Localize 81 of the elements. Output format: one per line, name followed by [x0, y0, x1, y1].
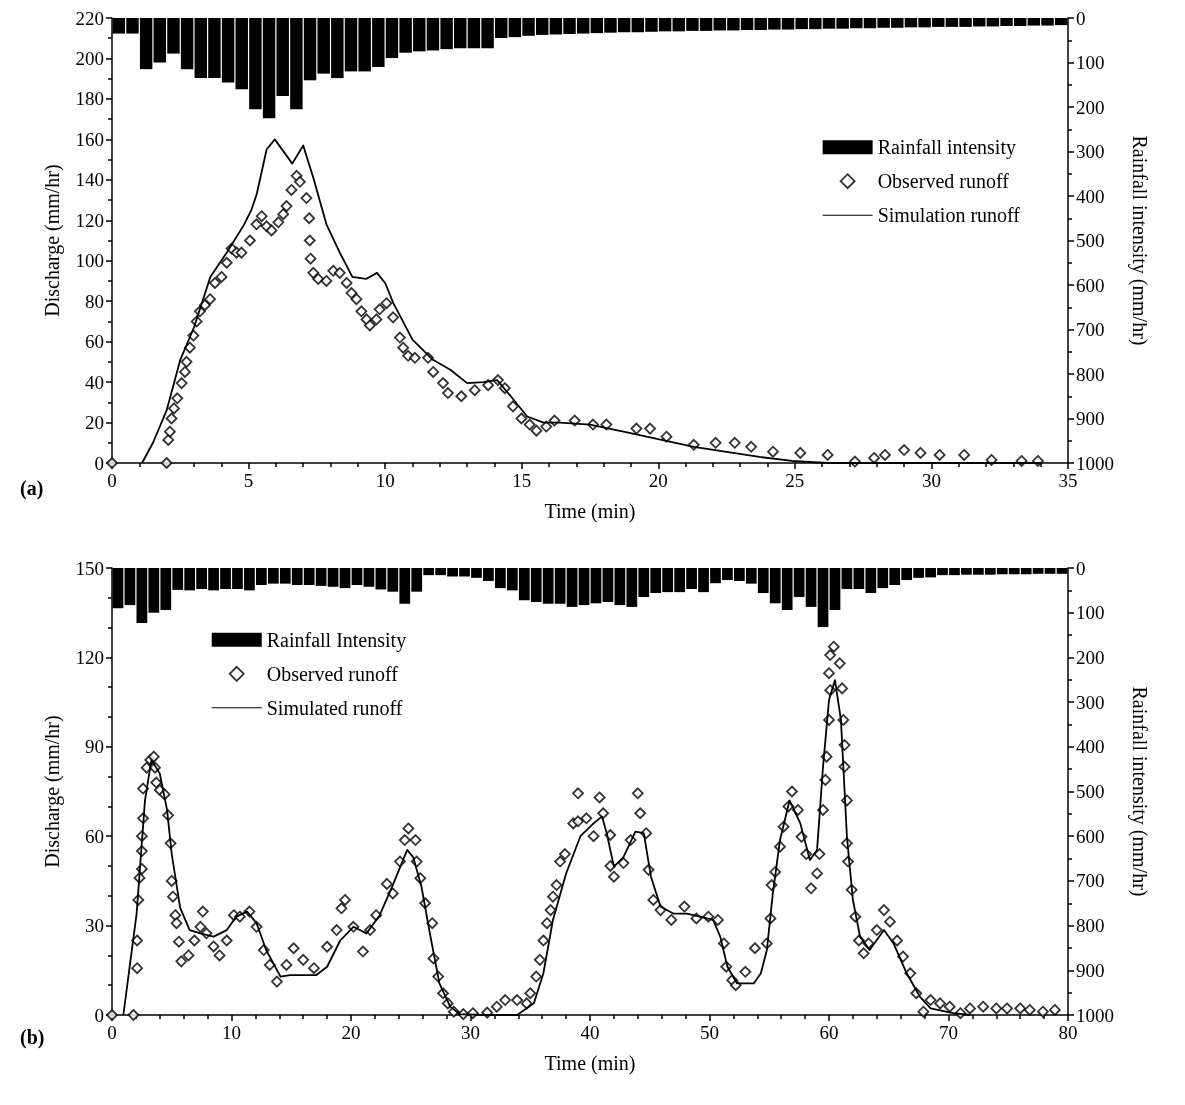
y-tick-label: 140 — [75, 169, 104, 191]
x-axis-title: Time (min) — [544, 500, 636, 523]
x-tick-label: 25 — [785, 470, 805, 491]
bar — [602, 568, 614, 602]
y2-tick-label: 800 — [1076, 363, 1105, 385]
y-tick-label: 120 — [75, 209, 104, 231]
y2-tick-label: 600 — [1076, 825, 1105, 847]
x-tick-label: 60 — [819, 1022, 839, 1043]
bar — [578, 568, 590, 606]
y2-tick-label: 100 — [1076, 52, 1105, 73]
x-tick-label: 80 — [1058, 1022, 1078, 1043]
legend-label: Simulation runoff — [877, 204, 1021, 227]
x-tick-label: 0 — [107, 1022, 117, 1043]
bar — [339, 568, 351, 589]
y-tick-label: 220 — [75, 7, 104, 29]
legend-label: Rainfall Intensity — [266, 628, 407, 652]
bar — [124, 568, 136, 606]
y2-tick-label: 600 — [1076, 274, 1105, 296]
y-tick-label: 90 — [85, 736, 104, 758]
y2-tick-label: 1000 — [1076, 452, 1114, 474]
y2-tick-label: 0 — [1076, 557, 1086, 579]
y2-tick-label: 200 — [1076, 646, 1105, 668]
y-tick-label: 160 — [75, 128, 104, 150]
legend-label: Rainfall intensity — [877, 136, 1016, 160]
bar — [841, 568, 853, 590]
y-tick-label: 20 — [85, 412, 104, 434]
x-tick-label: 5 — [243, 470, 254, 491]
bar — [829, 568, 841, 611]
y2-tick-label: 900 — [1076, 408, 1105, 429]
y-tick-label: 180 — [75, 88, 104, 110]
x-tick-label: 20 — [341, 1022, 361, 1043]
text: (b) — [20, 1026, 45, 1049]
x-tick-label: 70 — [939, 1022, 958, 1043]
y-tick-label: 0 — [94, 1004, 104, 1026]
y2-tick-label: 500 — [1076, 230, 1105, 251]
y2-tick-label: 900 — [1076, 959, 1105, 981]
y-tick-label: 30 — [85, 915, 104, 937]
y2-tick-label: 800 — [1076, 915, 1105, 937]
y-tick-label: 40 — [85, 371, 104, 393]
y-axis-title: Discharge (mm/hr) — [41, 164, 64, 317]
y-tick-label: 0 — [94, 452, 104, 474]
bar — [590, 568, 602, 604]
x-tick-label: 10 — [375, 470, 395, 491]
x-axis-title: Time (min) — [544, 1052, 636, 1075]
y2-tick-label: 300 — [1076, 691, 1105, 713]
y-tick-label: 150 — [75, 557, 104, 579]
y2-axis-title: Rainfall intensity (mm/hr) — [1128, 135, 1151, 346]
y-tick-label: 120 — [75, 646, 104, 668]
x-tick-label: 10 — [222, 1022, 241, 1043]
y2-tick-label: 0 — [1076, 7, 1086, 29]
y-tick-label: 100 — [75, 250, 104, 272]
x-tick-label: 50 — [700, 1022, 719, 1043]
bar — [817, 568, 829, 627]
x-tick-label: 0 — [107, 470, 117, 491]
y2-tick-label: 400 — [1076, 736, 1105, 758]
y2-tick-label: 100 — [1076, 602, 1105, 624]
bar — [363, 568, 375, 587]
legend-label: Observed runoff — [877, 170, 1010, 193]
legend-label: Observed runoff — [266, 662, 399, 685]
x-tick-label: 40 — [580, 1022, 600, 1043]
y2-tick-label: 1000 — [1076, 1004, 1114, 1026]
y2-tick-label: 400 — [1076, 185, 1105, 207]
x-tick-label: 20 — [648, 470, 668, 491]
legend-label: Simulated runoff — [266, 696, 403, 719]
x-tick-label: 30 — [461, 1022, 480, 1043]
x-tick-label: 35 — [1058, 470, 1078, 491]
y-tick-label: 60 — [85, 825, 104, 847]
y2-tick-label: 200 — [1076, 96, 1105, 118]
y-axis-title: Discharge (mm/hr) — [41, 715, 64, 868]
y-tick-label: 60 — [85, 331, 104, 353]
y2-tick-label: 700 — [1076, 319, 1105, 340]
x-tick-label: 15 — [512, 470, 532, 491]
y2-tick-label: 300 — [1076, 141, 1105, 162]
y-tick-label: 200 — [75, 47, 104, 69]
y2-tick-label: 500 — [1076, 781, 1105, 802]
bar — [351, 568, 363, 585]
x-tick-label: 30 — [921, 470, 941, 491]
y2-axis-title: Rainfall intensity (mm/hr) — [1128, 686, 1151, 897]
y-tick-label: 80 — [85, 290, 104, 312]
y2-tick-label: 700 — [1076, 870, 1105, 892]
text: (a) — [20, 477, 44, 500]
